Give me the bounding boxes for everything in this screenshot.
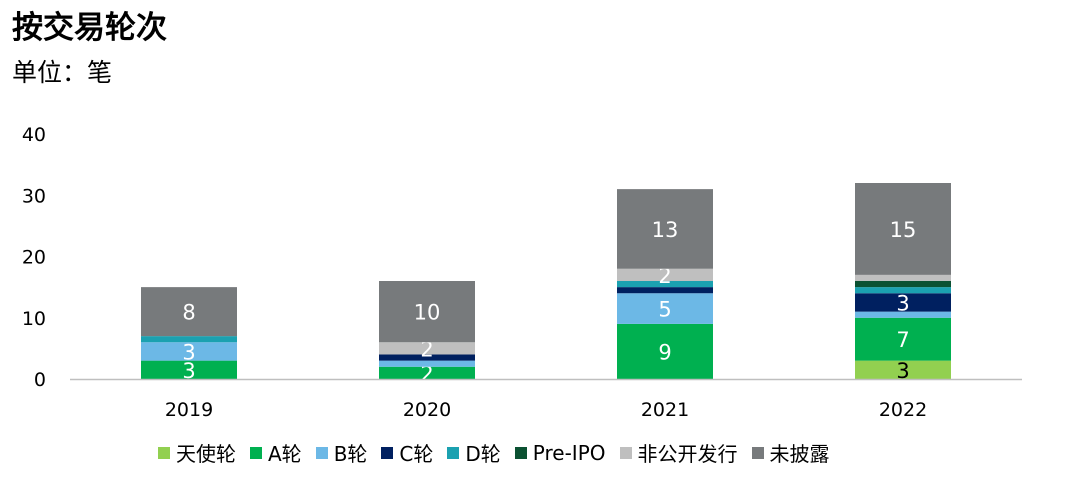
y-tick-label: 20 (22, 247, 46, 269)
bar-segment (141, 342, 237, 361)
legend-label: C轮 (399, 442, 434, 466)
bar-segment (855, 311, 951, 318)
bar-segment (617, 287, 713, 294)
bar-segment (379, 354, 475, 361)
legend-label: 非公开发行 (637, 442, 738, 466)
legend-swatch (315, 446, 328, 459)
x-tick-label: 2020 (403, 399, 451, 421)
legend-swatch (158, 446, 170, 459)
bar-segment (379, 366, 475, 379)
bar-segment (379, 281, 475, 343)
bar-segment (855, 183, 951, 275)
legend-swatch (619, 446, 632, 459)
bar-segment (617, 323, 713, 379)
bar-segment (617, 268, 713, 281)
data-label: 3 (896, 291, 909, 315)
legend-swatch (751, 446, 764, 459)
x-tick-label: 2019 (165, 399, 213, 421)
legend-swatch (447, 446, 460, 459)
bar-segment (379, 342, 475, 355)
data-label: 7 (896, 328, 909, 352)
legend-item: 天使轮 (158, 438, 236, 467)
data-label: 2 (658, 264, 671, 288)
bar-segment (855, 293, 951, 312)
bar-segment (855, 281, 951, 288)
legend-item: D轮 (447, 438, 501, 467)
data-label: 3 (182, 340, 195, 364)
legend-label: D轮 (465, 442, 501, 466)
data-label: 8 (182, 301, 195, 325)
legend-item: C轮 (381, 438, 433, 467)
legend-label: 未披露 (769, 442, 830, 466)
chart-legend: 天使轮 A轮 B轮 C轮 D轮 Pre-IPO 非公开发行 未披露 (158, 438, 830, 467)
legend-label: 天使轮 (176, 442, 236, 466)
y-tick-label: 0 (34, 369, 46, 391)
legend-label: B轮 (333, 442, 368, 466)
legend-item: B轮 (315, 438, 368, 467)
bar-segment (617, 293, 713, 324)
bar-segment (617, 189, 713, 269)
legend-label: Pre-IPO (532, 440, 606, 465)
legend-label: A轮 (268, 442, 302, 466)
data-label: 15 (890, 218, 917, 242)
chart-subtitle: 单位：笔 (12, 58, 113, 87)
legend-item: Pre-IPO (514, 440, 606, 465)
legend-swatch (381, 446, 394, 459)
y-tick-label: 30 (22, 185, 46, 207)
bar-segment (617, 281, 713, 288)
legend-item: 未披露 (751, 438, 830, 467)
data-label: 3 (896, 359, 909, 383)
legend-swatch (250, 446, 262, 459)
x-tick-label: 2022 (879, 399, 927, 421)
bar-segment (855, 360, 951, 379)
y-tick-label: 10 (22, 308, 46, 330)
data-label: 13 (652, 218, 679, 242)
x-tick-label: 2021 (641, 399, 689, 421)
chart-title: 按交易轮次 (12, 10, 167, 46)
legend-item: A轮 (250, 438, 302, 467)
data-label: 10 (414, 301, 441, 325)
bar-segment (855, 287, 951, 294)
bar-segment (379, 360, 475, 367)
data-label: 5 (658, 298, 671, 322)
legend-swatch (514, 446, 527, 459)
data-label: 2 (420, 337, 433, 361)
bar-segment (141, 336, 237, 343)
bar-segment (855, 274, 951, 281)
data-label: 9 (658, 340, 671, 364)
bar-segment (855, 317, 951, 361)
legend-item: 非公开发行 (619, 438, 738, 467)
y-tick-label: 40 (22, 124, 46, 146)
data-label: 3 (182, 359, 195, 383)
bar-segment (141, 287, 237, 337)
bar-segment (141, 360, 237, 379)
